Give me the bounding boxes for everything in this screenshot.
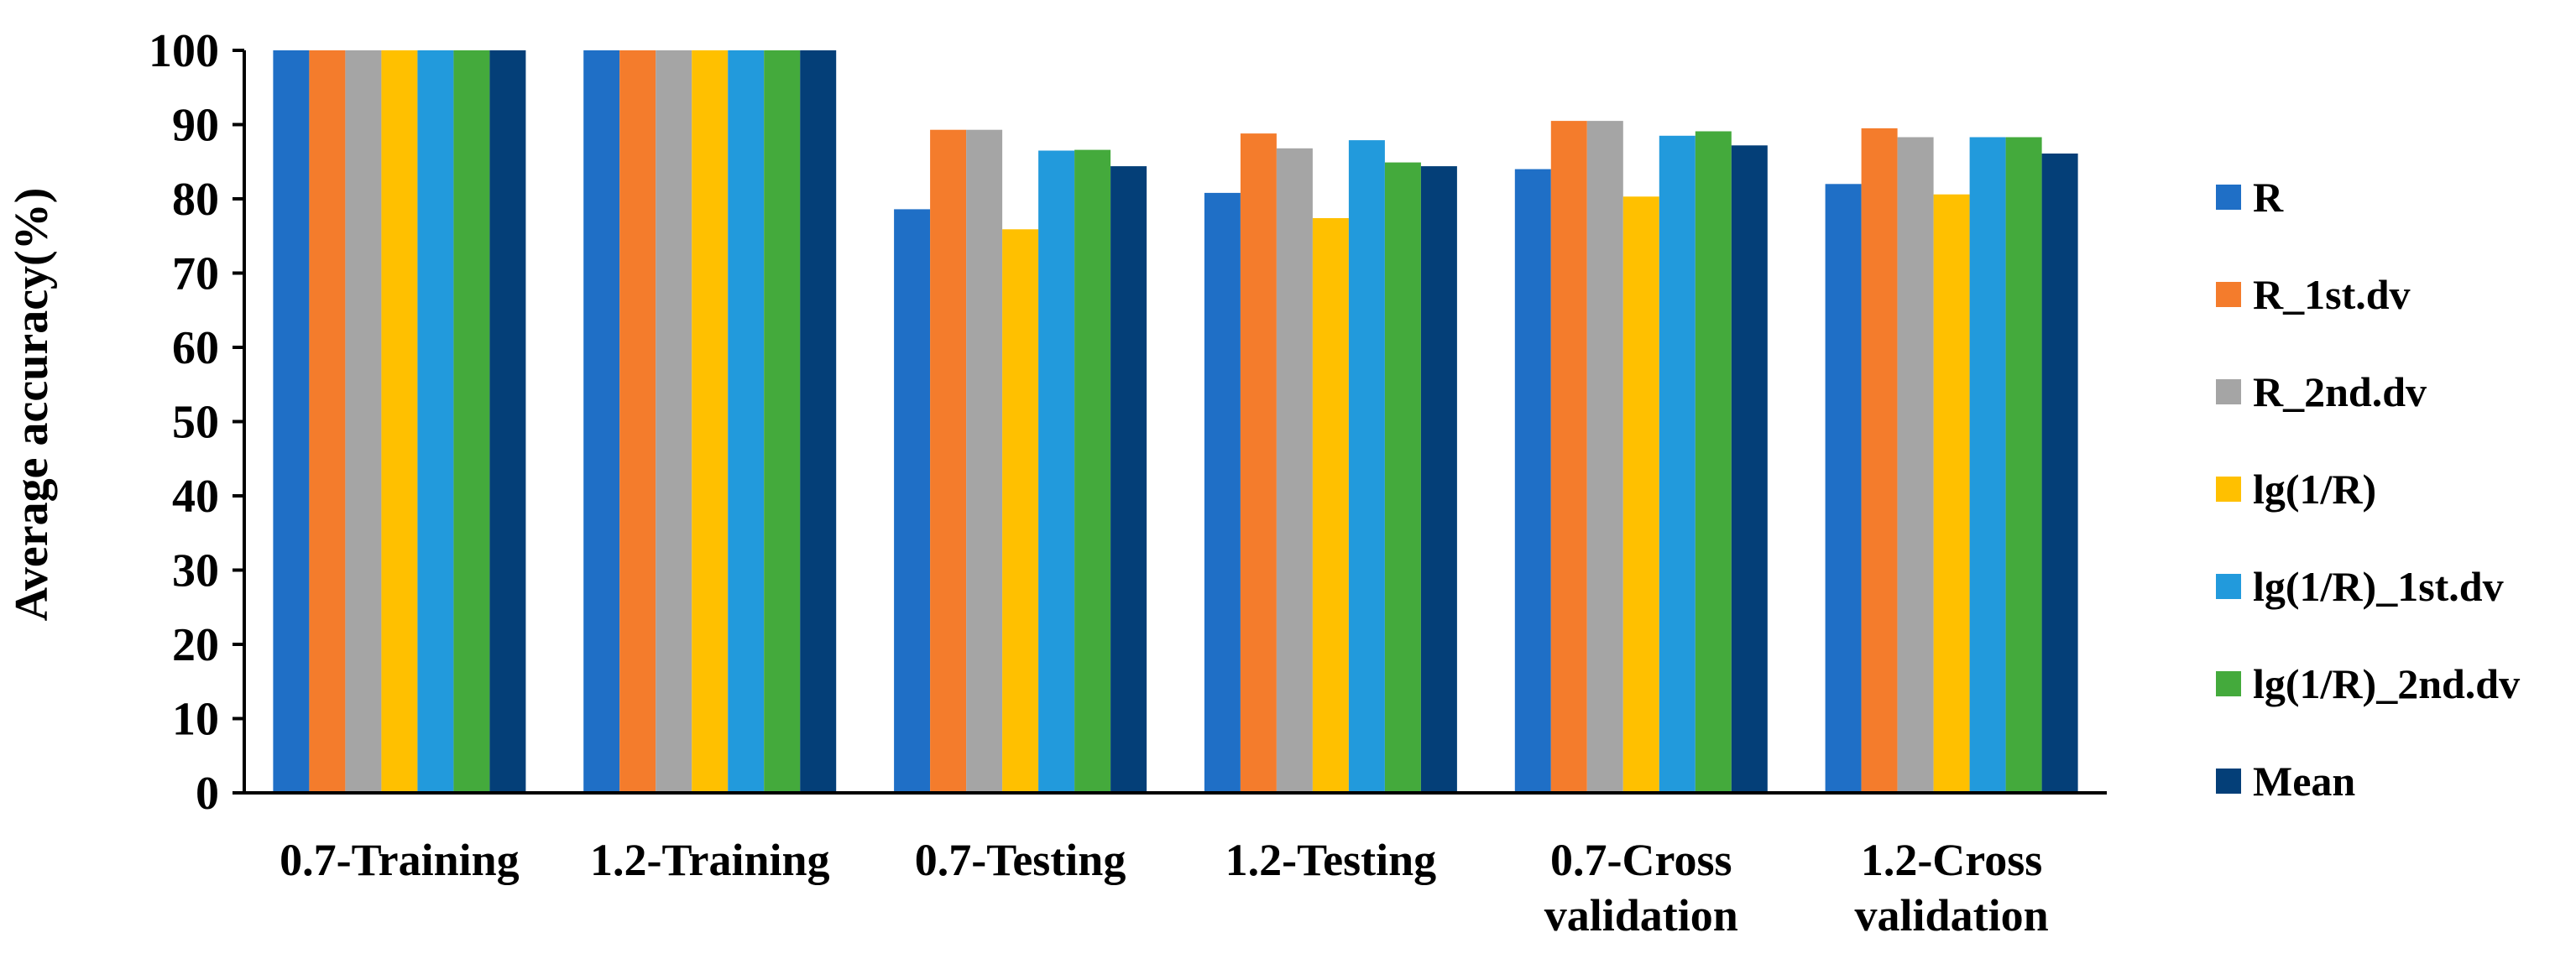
y-tick-label: 70: [172, 248, 219, 300]
x-category-label: 0.7-Cross validation: [1544, 835, 1738, 941]
legend-swatch: [2216, 477, 2241, 502]
legend-swatch: [2216, 574, 2241, 599]
y-tick-label: 30: [172, 545, 219, 597]
bar-lg-1-r--1: [692, 50, 729, 793]
legend-label: Mean: [2253, 758, 2355, 805]
bar-lg-1-r--4: [1622, 196, 1659, 794]
bar-r-2nd-dv-4: [1586, 121, 1623, 794]
y-axis-title: Average accuracy(%): [6, 188, 58, 622]
plot-area: 0 10 20 30 40 50 60 70 80 90 100 0.7-Training 1.2-T…: [149, 25, 2107, 941]
bar-mean-2: [1110, 166, 1147, 794]
x-category-label: 1.2-Testing: [1225, 835, 1437, 885]
bar-r-2nd-dv-1: [656, 50, 692, 793]
bar-r-2nd-dv-5: [1897, 137, 1934, 793]
bar-r-1st-dv-3: [1240, 133, 1277, 794]
y-tick-label: 10: [172, 694, 219, 746]
legend-label: lg(1/R)_1st.dv: [2253, 563, 2504, 610]
x-category-label: 1.2-Training: [590, 835, 830, 885]
bar-lg-1-r-2nd-dv-3: [1384, 162, 1421, 794]
bar-r-5: [1825, 184, 1862, 794]
bar-r-1st-dv-5: [1861, 128, 1898, 793]
bar-r-1st-dv-2: [930, 129, 967, 793]
bar-r-2nd-dv-0: [345, 50, 382, 793]
bar-r-0: [273, 50, 310, 793]
bar-lg-1-r--5: [1933, 194, 1970, 793]
legend-swatch: [2216, 769, 2241, 794]
y-tick-label: 60: [172, 322, 219, 374]
legend-label: lg(1/R)_2nd.dv: [2253, 660, 2520, 707]
bar-lg-1-r-1st-dv-0: [417, 50, 454, 793]
legend: R R_1st.dv R_2nd.dv lg(1/R) lg(1/R)_1st.dvlg…: [2216, 174, 2520, 805]
x-category-label: 1.2-Cross validation: [1855, 835, 2049, 941]
legend-swatch: [2216, 282, 2241, 307]
bar-lg-1-r-1st-dv-3: [1348, 140, 1385, 794]
y-tick-label: 90: [172, 100, 219, 152]
y-tick-label: 80: [172, 174, 219, 226]
bar-r-1: [583, 50, 620, 793]
x-axis: 0.7-Training 1.2-Training 0.7-Testing 1.2-T…: [243, 791, 2107, 941]
legend-label: R_1st.dv: [2253, 271, 2411, 318]
y-axis: 0 10 20 30 40 50 60 70 80 90 100: [149, 25, 246, 820]
y-tick-label: 0: [196, 768, 219, 820]
bar-lg-1-r-1st-dv-4: [1659, 135, 1696, 794]
bar-r-4: [1514, 169, 1551, 794]
bar-mean-5: [2041, 154, 2078, 793]
legend-label: lg(1/R): [2253, 466, 2376, 513]
bar-lg-1-r--0: [381, 50, 418, 793]
bar-lg-1-r--3: [1312, 218, 1349, 793]
legend-label: R_2nd.dv: [2253, 368, 2427, 415]
legend-swatch: [2216, 671, 2241, 696]
legend-swatch: [2216, 379, 2241, 404]
bar-lg-1-r--2: [1002, 229, 1039, 793]
x-category-label: 0.7-Testing: [915, 835, 1126, 885]
bars-layer: [273, 50, 2078, 794]
y-tick-label: 100: [149, 25, 219, 77]
bar-lg-1-r-2nd-dv-2: [1074, 149, 1111, 794]
y-tick-label: 50: [172, 397, 219, 449]
y-tick-label: 40: [172, 471, 219, 523]
bar-r-2nd-dv-2: [966, 129, 1003, 793]
bar-mean-1: [800, 50, 837, 793]
bar-r-3: [1204, 192, 1241, 793]
bar-r-2nd-dv-3: [1276, 148, 1313, 794]
bar-lg-1-r-2nd-dv-5: [2005, 137, 2042, 793]
bar-r-1st-dv-1: [619, 50, 656, 793]
bar-r-1st-dv-0: [309, 50, 346, 793]
bar-mean-0: [489, 50, 526, 793]
legend-label: R: [2253, 174, 2284, 221]
bar-lg-1-r-1st-dv-2: [1038, 150, 1075, 793]
legend-swatch: [2216, 185, 2241, 210]
bar-mean-4: [1731, 145, 1768, 794]
bar-r-2: [894, 209, 931, 793]
y-tick-label: 20: [172, 619, 219, 671]
bar-mean-3: [1420, 166, 1457, 794]
bar-r-1st-dv-4: [1550, 121, 1587, 794]
x-category-label: 0.7-Training: [280, 835, 520, 885]
bar-lg-1-r-1st-dv-1: [728, 50, 765, 793]
bar-lg-1-r-2nd-dv-1: [764, 50, 801, 793]
bar-lg-1-r-2nd-dv-4: [1695, 131, 1732, 793]
bar-lg-1-r-1st-dv-5: [1969, 137, 2006, 793]
bar-lg-1-r-2nd-dv-0: [453, 50, 490, 793]
